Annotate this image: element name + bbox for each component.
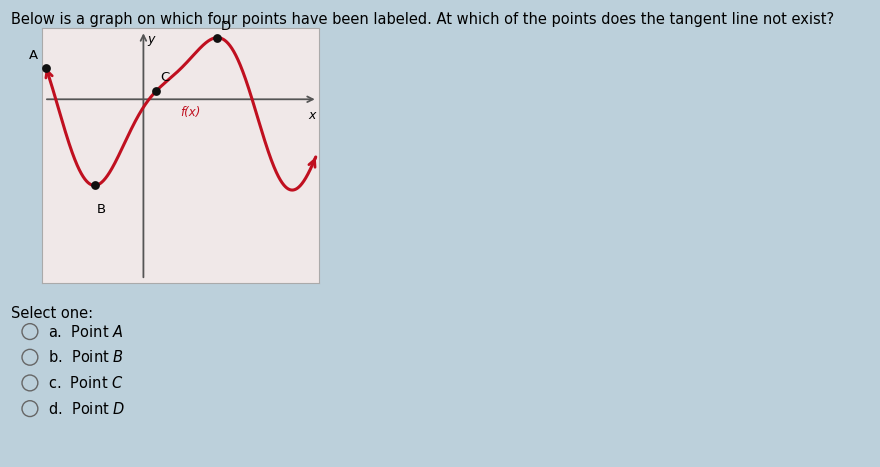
Text: A: A xyxy=(29,49,39,62)
Text: C: C xyxy=(160,71,169,84)
Text: d.  Point $D$: d. Point $D$ xyxy=(48,401,125,417)
Text: x: x xyxy=(308,109,316,122)
Text: B: B xyxy=(97,203,106,216)
Point xyxy=(39,64,53,71)
Text: a.  Point $A$: a. Point $A$ xyxy=(48,324,123,340)
Point xyxy=(150,87,164,95)
Text: y: y xyxy=(147,33,155,46)
Text: Select one:: Select one: xyxy=(11,306,92,321)
Point xyxy=(210,34,224,42)
Text: D: D xyxy=(221,20,231,33)
Point xyxy=(88,182,102,189)
Text: f(x): f(x) xyxy=(180,106,201,119)
Text: Below is a graph on which four points have been labeled. At which of the points : Below is a graph on which four points ha… xyxy=(11,12,833,27)
Text: c.  Point $C$: c. Point $C$ xyxy=(48,375,123,391)
Text: b.  Point $B$: b. Point $B$ xyxy=(48,349,123,365)
